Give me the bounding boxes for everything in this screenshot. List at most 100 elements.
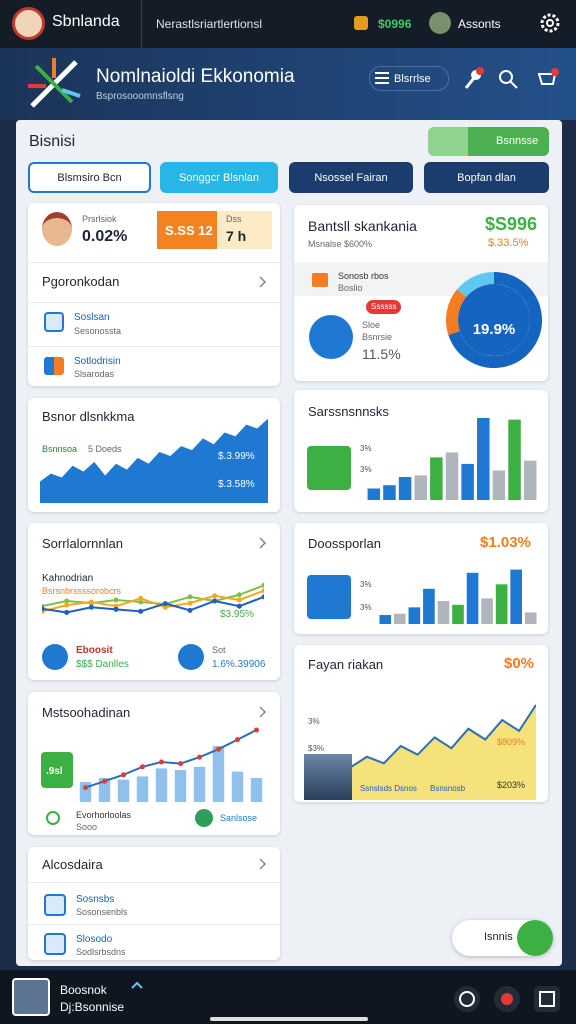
point	[64, 609, 70, 615]
line	[85, 729, 257, 789]
chart-label: $203%	[497, 780, 526, 790]
badge-value: 7 h	[226, 228, 247, 244]
card-icon	[307, 575, 351, 619]
icon	[46, 811, 60, 825]
item-title[interactable]: Sotlodrisin	[74, 356, 121, 367]
point	[261, 588, 264, 594]
search-box[interactable]: Blsrrlse	[369, 66, 449, 91]
point	[138, 608, 144, 614]
item-title: Sloe	[362, 320, 381, 330]
point	[138, 599, 144, 605]
caret[interactable]	[130, 980, 144, 990]
line-chart	[42, 582, 264, 615]
point	[88, 604, 94, 610]
top-subtitle: Nerastlsriartlertionsl	[156, 17, 263, 31]
badge: .9sl	[41, 752, 73, 788]
avatar[interactable]	[12, 7, 45, 40]
tab[interactable]: Blsmsiro Bcn	[28, 162, 151, 193]
float-icon[interactable]	[517, 920, 553, 956]
bar	[510, 569, 522, 624]
stat-sub: Sooo	[76, 822, 98, 832]
icon	[195, 809, 213, 827]
divider	[141, 0, 142, 48]
point	[140, 764, 145, 770]
point	[138, 595, 144, 601]
avatar	[42, 212, 72, 246]
account-avatar[interactable]	[429, 12, 451, 34]
tab[interactable]: Songgcr Blsnlan	[160, 162, 278, 193]
cart-icon[interactable]	[536, 66, 562, 92]
settings-icon[interactable]	[538, 11, 562, 35]
chevron[interactable]	[258, 706, 268, 718]
bar	[398, 477, 412, 500]
axis-label: 3%	[360, 444, 372, 453]
card-title: Doossporlan	[308, 536, 381, 551]
separator	[28, 302, 280, 303]
bar	[423, 588, 435, 624]
item-title[interactable]: Sosnsbs	[76, 894, 115, 905]
icon	[178, 644, 204, 670]
bar	[136, 776, 149, 802]
stat-title: Sanlsose	[220, 813, 258, 823]
bar	[481, 598, 493, 624]
point	[212, 593, 218, 599]
bar	[445, 452, 459, 500]
area-chart	[350, 704, 536, 800]
card-value: $0%	[504, 655, 535, 672]
item-title[interactable]: Soslsan	[74, 312, 110, 323]
line	[42, 595, 264, 614]
menu-icon	[375, 72, 389, 84]
app-name: Sbnlanda	[52, 13, 120, 30]
avatar[interactable]	[12, 978, 50, 1016]
bar	[492, 470, 506, 500]
chevron[interactable]	[258, 537, 268, 549]
point	[254, 727, 259, 733]
point	[235, 737, 240, 743]
badge-box	[217, 211, 272, 249]
legend: Bsnnsoa	[42, 444, 78, 454]
chevron[interactable]	[258, 276, 268, 288]
item-sub: Sesonossta	[74, 326, 122, 336]
pin-icon[interactable]	[460, 66, 488, 92]
bar	[367, 488, 381, 500]
tab[interactable]: Nsossel Fairan	[289, 162, 413, 193]
bar	[193, 766, 206, 802]
chevron[interactable]	[258, 858, 268, 870]
axis-label: $3%	[308, 744, 325, 753]
home-indicator	[210, 1017, 368, 1021]
chart-footer: Ssnslsds Dsnos	[360, 784, 417, 793]
list-title: Pgoronkodan	[42, 274, 120, 289]
point	[159, 759, 164, 765]
badge: S.SS 12	[157, 211, 217, 249]
donut-center	[458, 284, 530, 356]
stat-value: $$$ Danlles	[76, 659, 129, 670]
chart-label: $.3.58%	[218, 479, 255, 490]
bar	[155, 768, 168, 802]
nav-icons[interactable]	[452, 984, 562, 1014]
badge-label: Dss	[226, 214, 242, 224]
area	[350, 704, 536, 800]
icon	[42, 644, 68, 670]
card-title: Fayan riakan	[308, 657, 384, 672]
account[interactable]: Assonts	[458, 17, 501, 31]
item-icon	[44, 357, 64, 375]
point	[187, 607, 193, 613]
search-icon[interactable]	[497, 68, 519, 90]
button-icon	[428, 127, 468, 156]
donut-segment	[446, 289, 467, 335]
separator	[28, 882, 280, 883]
item-sub: Sodlsrbsdns	[76, 947, 126, 957]
point	[113, 606, 119, 612]
stat-sub: Msnalse $600%	[308, 239, 373, 249]
item-title[interactable]: Slosodo	[76, 934, 113, 945]
tab[interactable]: Bopfan dlan	[424, 162, 549, 193]
chart-label: Kahnodrian	[42, 573, 94, 584]
stat-title: Sot	[212, 645, 226, 655]
card-title: Alcosdaira	[42, 857, 103, 872]
top-bar	[0, 0, 576, 48]
card-title: Sorrlalornnlan	[42, 536, 123, 551]
bar	[452, 604, 464, 624]
separator	[28, 924, 280, 925]
bar	[430, 457, 443, 500]
